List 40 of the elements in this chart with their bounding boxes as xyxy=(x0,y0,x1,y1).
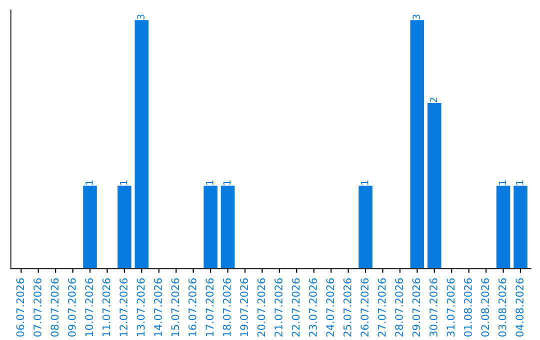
data-label: 3 xyxy=(137,14,144,20)
x-tick-label: 04.08.2026 xyxy=(516,278,524,337)
data-label: 1 xyxy=(206,180,214,185)
data-label: 1 xyxy=(361,180,368,185)
x-tick-label: 14.07.2026 xyxy=(154,278,162,336)
data-label: 3 xyxy=(412,14,420,20)
x-tick-label: 24.07.2026 xyxy=(326,278,334,337)
data-label: 1 xyxy=(86,180,93,185)
x-tick-label: 12.07.2026 xyxy=(120,278,128,336)
x-tick-label: 30.07.2026 xyxy=(430,278,438,336)
x-tick-label: 17.07.2026 xyxy=(206,278,214,336)
x-tick-label: 20.07.2026 xyxy=(257,278,266,337)
x-tick-label: 08.07.2026 xyxy=(50,278,59,337)
x-tick-label: 25.07.2026 xyxy=(343,278,352,337)
x-tick-label: 01.08.2026 xyxy=(464,278,472,337)
x-tick-label: 02.08.2026 xyxy=(481,278,490,337)
x-tick-label: 27.07.2026 xyxy=(378,278,386,337)
x-tick-label: 16.07.2026 xyxy=(188,278,196,336)
x-tick-label: 15.07.2026 xyxy=(171,278,180,336)
x-tick-label: 09.07.2026 xyxy=(68,278,76,337)
data-label: 1 xyxy=(223,180,230,185)
data-label: 1 xyxy=(516,180,524,185)
x-tick-label: 28.07.2026 xyxy=(395,278,403,337)
x-tick-label: 26.07.2026 xyxy=(360,278,369,337)
x-tick-label: 22.07.2026 xyxy=(292,278,300,337)
x-tick-label: 10.07.2026 xyxy=(85,278,94,336)
x-tick-label: 21.07.2026 xyxy=(274,278,282,337)
data-label: 1 xyxy=(498,180,506,185)
x-tick-label: 06.07.2026 xyxy=(16,278,24,337)
data-label: 1 xyxy=(120,180,128,185)
x-tick-label: 13.07.2026 xyxy=(136,278,145,336)
data-label: 2 xyxy=(430,98,438,102)
x-tick-label: 03.08.2026 xyxy=(498,278,506,337)
x-tick-label: 11.07.2026 xyxy=(102,278,110,336)
x-tick-label: 29.07.2026 xyxy=(412,278,420,337)
x-tick-label: 07.07.2026 xyxy=(33,278,42,337)
x-tick-label: 23.07.2026 xyxy=(309,278,317,337)
x-tick-label: 18.07.2026 xyxy=(222,278,231,336)
x-tick-label: 31.07.2026 xyxy=(446,278,455,336)
x-tick-label: 19.07.2026 xyxy=(240,278,248,336)
